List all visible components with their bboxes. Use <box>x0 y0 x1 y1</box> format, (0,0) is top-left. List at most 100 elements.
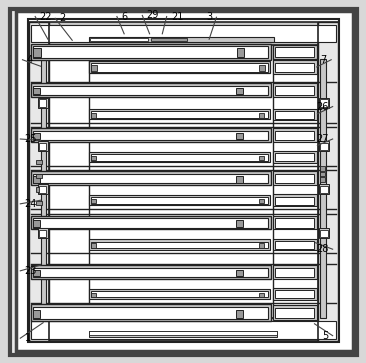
Bar <box>273 60 317 74</box>
Bar <box>273 288 317 299</box>
Bar <box>31 25 336 42</box>
Bar <box>31 216 271 229</box>
Bar <box>275 86 314 95</box>
Bar <box>31 44 271 60</box>
Bar <box>33 307 268 319</box>
Text: 4: 4 <box>27 55 33 65</box>
Bar <box>319 98 329 108</box>
Bar <box>273 109 317 120</box>
Bar <box>275 174 314 183</box>
Bar <box>33 174 268 183</box>
Bar <box>275 63 314 72</box>
Bar <box>320 230 328 237</box>
Bar <box>320 186 328 193</box>
Bar <box>91 111 268 118</box>
Bar <box>275 47 314 57</box>
Bar <box>41 59 46 318</box>
Bar <box>275 268 314 277</box>
Bar <box>236 176 243 183</box>
Bar <box>320 172 325 176</box>
Bar <box>31 128 271 142</box>
Bar <box>36 201 42 205</box>
Bar <box>89 152 270 162</box>
Bar <box>236 270 243 276</box>
Bar <box>273 305 317 320</box>
Bar <box>33 133 40 139</box>
Bar <box>38 228 48 238</box>
Bar <box>89 331 277 337</box>
Text: 3: 3 <box>206 12 212 22</box>
Bar <box>319 184 329 195</box>
Bar <box>273 265 317 279</box>
Bar <box>320 177 325 182</box>
Bar <box>151 38 187 41</box>
Bar <box>33 268 268 277</box>
Bar <box>319 141 329 151</box>
Bar <box>258 244 264 248</box>
Bar <box>31 83 271 97</box>
Bar <box>258 199 264 204</box>
Bar <box>38 98 48 108</box>
Bar <box>39 230 46 237</box>
Bar <box>36 187 42 192</box>
Bar <box>273 195 317 206</box>
Text: 29: 29 <box>147 11 159 20</box>
Bar <box>236 133 243 139</box>
Bar <box>31 171 271 185</box>
Bar <box>275 197 314 205</box>
Bar <box>275 131 314 140</box>
Text: 28: 28 <box>316 244 328 254</box>
Bar <box>318 22 338 341</box>
Bar <box>320 59 326 318</box>
Text: 2: 2 <box>60 13 66 23</box>
Bar <box>29 22 49 341</box>
Bar <box>89 240 270 250</box>
Bar <box>33 176 40 183</box>
Bar <box>33 310 40 318</box>
Bar <box>273 151 317 163</box>
Bar <box>258 156 264 160</box>
Text: 21: 21 <box>171 12 183 21</box>
Bar <box>91 197 268 204</box>
Bar <box>275 154 314 161</box>
Bar <box>33 218 268 228</box>
Bar <box>31 304 271 321</box>
Bar <box>89 289 270 299</box>
Bar <box>236 220 243 227</box>
Bar <box>33 270 40 276</box>
Bar <box>275 218 314 228</box>
Bar <box>39 143 46 150</box>
Bar <box>258 113 264 118</box>
Bar <box>36 160 42 164</box>
Bar <box>91 113 96 118</box>
Text: 1: 1 <box>25 333 31 343</box>
Bar <box>273 45 317 59</box>
Bar <box>31 265 271 279</box>
Bar <box>91 64 268 72</box>
Bar <box>38 184 48 195</box>
Bar <box>273 83 317 97</box>
Bar <box>36 174 42 178</box>
Bar <box>38 141 48 151</box>
Bar <box>275 241 314 249</box>
Bar <box>273 128 317 142</box>
Bar <box>31 321 336 339</box>
Text: 22: 22 <box>40 12 52 21</box>
Bar <box>275 111 314 119</box>
Bar <box>91 293 96 297</box>
Bar <box>89 61 270 73</box>
Bar <box>33 46 268 58</box>
Bar <box>33 131 268 140</box>
Bar <box>273 216 317 229</box>
Text: 6: 6 <box>121 12 127 21</box>
Text: 5: 5 <box>322 331 328 340</box>
Bar <box>91 244 96 248</box>
Bar <box>273 239 317 250</box>
Bar <box>320 99 328 107</box>
Bar <box>237 48 244 57</box>
Bar <box>91 199 96 204</box>
Text: 27: 27 <box>316 134 328 144</box>
Bar <box>320 143 328 150</box>
Bar <box>39 186 46 193</box>
Text: 23: 23 <box>25 266 37 276</box>
